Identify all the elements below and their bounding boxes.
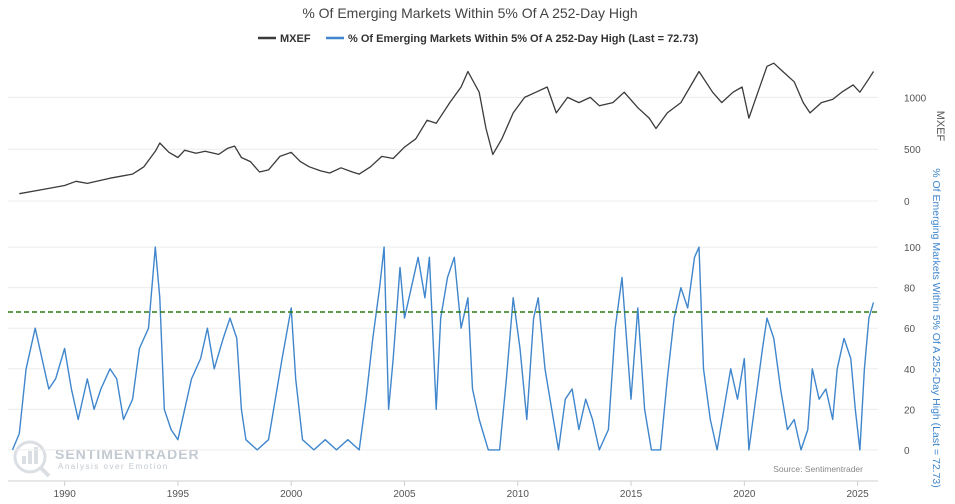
mxef-line[interactable]	[19, 62, 875, 195]
title-group: % Of Emerging Markets Within 5% Of A 252…	[302, 5, 637, 21]
x-tick-label: 2015	[620, 489, 643, 500]
breadth-y-tick-label: 80	[904, 284, 916, 295]
pct-line[interactable]	[11, 246, 875, 451]
x-tick-label: 1995	[167, 489, 190, 500]
price-panel: 0 500 1000 MXEF	[8, 62, 946, 208]
watermark-tagline: Analysis over Emotion	[58, 462, 169, 471]
breadth-y-tick-label: 40	[904, 365, 916, 376]
legend[interactable]: MXEF % Of Emerging Markets Within 5% Of …	[258, 33, 699, 45]
breadth-y-axis-label: % Of Emerging Markets Within 5% Of A 252…	[930, 168, 942, 488]
x-tick-label: 1990	[54, 489, 77, 500]
x-axis: 1990 1995 2000 2005 2010 2015 2020 2025	[8, 480, 878, 500]
watermark: SENTIMENTRADER Analysis over Emotion	[13, 440, 200, 478]
source-label: Source: Sentimentrader	[773, 464, 863, 474]
breadth-y-ticks: 0 20 40 60 80 100	[904, 243, 921, 457]
x-tick-label: 2000	[280, 489, 303, 500]
breadth-y-tick-label: 0	[904, 446, 910, 457]
x-ticks: 1990 1995 2000 2005 2010 2015 2020 2025	[54, 481, 869, 500]
watermark-logo	[13, 440, 51, 478]
chart-title: % Of Emerging Markets Within 5% Of A 252…	[302, 5, 637, 21]
price-y-axis-label: MXEF	[934, 111, 946, 142]
x-tick-label: 2025	[846, 489, 869, 500]
price-y-ticks: 0 500 1000	[904, 93, 927, 208]
price-y-tick-label: 500	[904, 145, 921, 156]
breadth-y-tick-label: 20	[904, 405, 916, 416]
legend-label-mxef: MXEF	[280, 33, 311, 45]
breadth-gridlines	[8, 246, 878, 451]
watermark-brand: SENTIMENTRADER	[55, 446, 200, 462]
legend-label-pct: % Of Emerging Markets Within 5% Of A 252…	[348, 33, 699, 45]
x-tick-label: 2020	[733, 489, 756, 500]
price-gridlines	[8, 96, 878, 202]
x-tick-label: 2010	[507, 489, 530, 500]
breadth-y-tick-label: 100	[904, 243, 921, 254]
price-y-tick-label: 1000	[904, 93, 927, 104]
price-y-tick-label: 0	[904, 197, 910, 208]
breadth-panel: 0 20 40 60 80 100 % Of Emerging Markets Withi…	[8, 168, 942, 488]
breadth-y-tick-label: 60	[904, 324, 916, 335]
x-tick-label: 2005	[393, 489, 416, 500]
